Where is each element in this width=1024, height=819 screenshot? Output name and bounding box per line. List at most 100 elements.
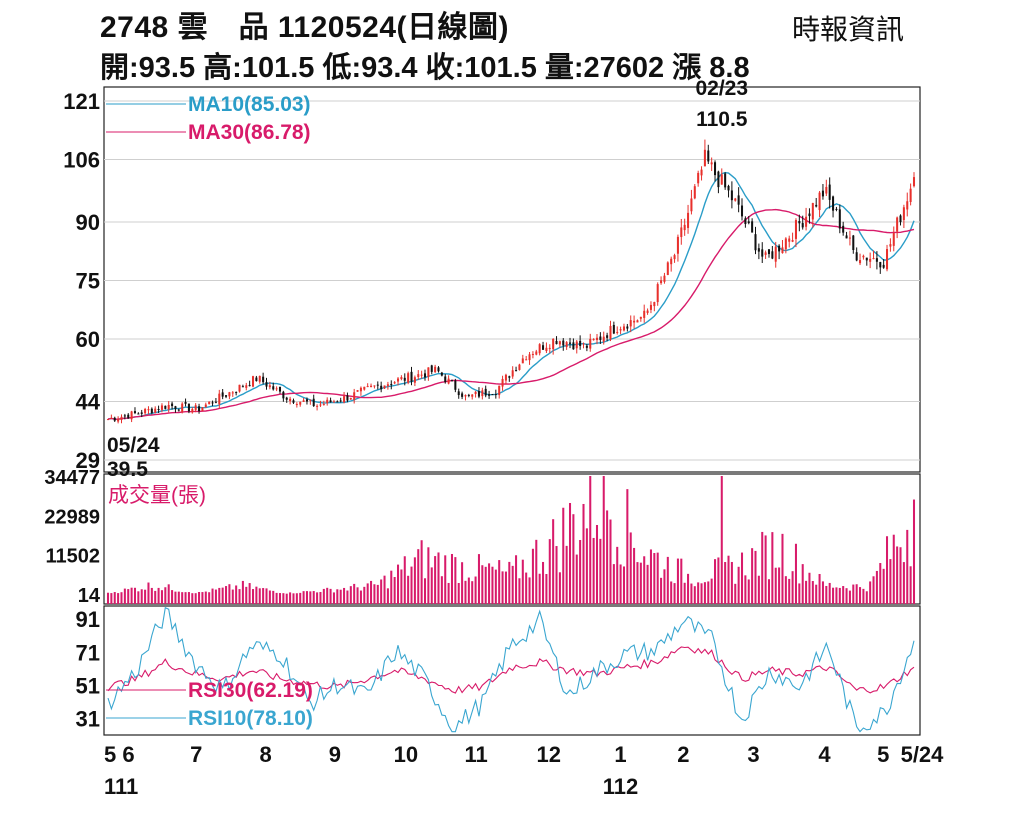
volume-bar — [218, 587, 221, 604]
candle-body — [643, 310, 646, 318]
candle-body — [511, 370, 514, 377]
volume-bar — [501, 571, 504, 604]
candle-body — [376, 384, 379, 386]
candle-body — [548, 347, 551, 349]
volume-bar — [204, 591, 207, 604]
volume-bar — [653, 553, 656, 604]
volume-bar — [110, 593, 113, 604]
volume-bar — [477, 554, 480, 604]
x-month-label: 6 — [122, 742, 134, 767]
candle-body — [144, 409, 147, 414]
volume-bar — [771, 532, 774, 604]
volume-bar — [464, 580, 467, 604]
candle-body — [494, 394, 497, 396]
volume-bar — [845, 588, 848, 604]
candle-body — [825, 186, 828, 194]
ma10-legend: MA10(85.03) — [188, 93, 311, 116]
candle-body — [194, 405, 197, 410]
volume-tick-label: 14 — [78, 585, 101, 607]
candle-body — [528, 354, 531, 361]
volume-bar — [366, 583, 369, 604]
candle-body — [909, 188, 912, 202]
candle-body — [484, 388, 487, 396]
candle-body — [154, 408, 157, 413]
candle-body — [258, 375, 261, 382]
candle-body — [349, 398, 352, 400]
volume-bar — [872, 576, 875, 604]
candle-body — [383, 385, 386, 389]
volume-bar — [194, 593, 197, 604]
volume-tick-label: 11502 — [45, 546, 100, 568]
candle-body — [572, 342, 575, 350]
volume-bar — [649, 549, 652, 604]
rsi-panel — [103, 605, 921, 736]
volume-bar — [417, 549, 420, 604]
volume-bar — [558, 572, 561, 604]
candle-body — [562, 340, 565, 346]
candle-body — [380, 385, 383, 390]
candle-body — [339, 400, 342, 402]
candle-body — [602, 336, 605, 342]
low-value-annotation: 39.5 — [107, 458, 148, 481]
volume-bar — [130, 587, 133, 604]
x-month-label: 7 — [190, 742, 202, 767]
candle-body — [275, 388, 278, 390]
candle-body — [292, 400, 295, 403]
candle-body — [815, 204, 818, 207]
volume-bar — [467, 577, 470, 604]
volume-bar — [137, 591, 140, 604]
volume-bar — [700, 583, 703, 604]
candle-body — [319, 404, 322, 406]
volume-bar — [515, 555, 518, 604]
candle-body — [198, 406, 201, 412]
volume-bar — [865, 591, 868, 604]
volume-bar — [302, 591, 305, 604]
candle-body — [761, 249, 764, 257]
candle-body — [754, 234, 757, 251]
volume-bar — [447, 582, 450, 604]
volume-bar — [568, 502, 572, 604]
candle-body — [326, 399, 329, 404]
candle-body — [457, 391, 460, 396]
volume-bar — [690, 583, 693, 604]
candle-body — [886, 249, 889, 270]
candle-body — [619, 329, 622, 331]
volume-bar — [498, 560, 501, 604]
candle-body — [626, 326, 629, 329]
volume-bar — [332, 592, 335, 604]
volume-bar — [171, 590, 174, 604]
candle-body — [430, 365, 433, 372]
candle-body — [272, 386, 275, 390]
volume-bar — [720, 476, 723, 604]
candle-body — [437, 367, 440, 372]
volume-bar — [322, 588, 325, 604]
volume-bar — [289, 592, 292, 604]
volume-bar — [622, 566, 625, 604]
candle-body — [579, 340, 582, 346]
candle-body — [278, 386, 282, 392]
volume-bar — [278, 593, 282, 604]
volume-bar — [835, 587, 838, 604]
x-month-label: 12 — [536, 742, 560, 767]
candle-body — [343, 396, 346, 403]
volume-bar — [572, 514, 575, 604]
volume-bar — [838, 587, 841, 604]
volume-bar — [778, 567, 781, 604]
volume-bar — [663, 569, 666, 604]
volume-bar — [518, 578, 521, 604]
candle-body — [370, 385, 373, 387]
candle-body — [447, 378, 450, 384]
candle-body — [791, 240, 794, 242]
volume-bar — [393, 577, 396, 604]
volume-bar — [144, 589, 147, 604]
candle-body — [896, 217, 899, 232]
volume-bar — [818, 573, 821, 604]
volume-bar — [285, 593, 288, 604]
volume-bar — [798, 583, 801, 604]
volume-bar — [670, 581, 673, 604]
volume-bar — [724, 562, 727, 604]
candle-body — [127, 414, 130, 419]
x-year-label: 112 — [603, 774, 639, 799]
volume-bar — [525, 572, 528, 604]
volume-bar — [592, 537, 595, 604]
